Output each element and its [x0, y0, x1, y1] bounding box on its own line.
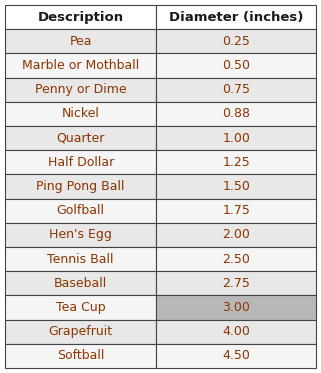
Text: Tea Cup: Tea Cup — [56, 301, 106, 314]
Text: Pea: Pea — [69, 35, 92, 48]
Text: 3.00: 3.00 — [222, 301, 250, 314]
Bar — [5, 29, 156, 53]
Text: 1.75: 1.75 — [222, 204, 250, 217]
Text: Nickel: Nickel — [62, 107, 100, 120]
Bar — [156, 295, 316, 320]
Text: Description: Description — [38, 10, 124, 23]
Bar — [5, 344, 156, 368]
Text: Baseball: Baseball — [54, 277, 107, 290]
Text: 1.25: 1.25 — [222, 156, 250, 169]
Text: 4.50: 4.50 — [222, 350, 250, 363]
Text: 4.00: 4.00 — [222, 325, 250, 338]
Bar — [5, 5, 156, 29]
Bar — [5, 223, 156, 247]
Text: Hen's Egg: Hen's Egg — [49, 228, 112, 241]
Bar — [5, 320, 156, 344]
Bar — [156, 247, 316, 271]
Text: 0.88: 0.88 — [222, 107, 250, 120]
Text: 2.75: 2.75 — [222, 277, 250, 290]
Text: 1.00: 1.00 — [222, 132, 250, 145]
Bar — [156, 223, 316, 247]
Text: Tennis Ball: Tennis Ball — [48, 253, 114, 266]
Bar — [5, 78, 156, 102]
Bar — [156, 198, 316, 223]
Bar — [5, 102, 156, 126]
Text: 0.25: 0.25 — [222, 35, 250, 48]
Text: Softball: Softball — [57, 350, 104, 363]
Text: Quarter: Quarter — [56, 132, 105, 145]
Bar — [156, 150, 316, 175]
Bar — [5, 198, 156, 223]
Bar — [5, 247, 156, 271]
Bar — [156, 344, 316, 368]
Bar — [156, 320, 316, 344]
Text: Golfball: Golfball — [57, 204, 105, 217]
Text: Marble or Mothball: Marble or Mothball — [22, 59, 139, 72]
Text: 1.50: 1.50 — [222, 180, 250, 193]
Text: 2.50: 2.50 — [222, 253, 250, 266]
Bar — [5, 150, 156, 175]
Bar — [156, 102, 316, 126]
Bar — [156, 53, 316, 78]
Bar — [5, 126, 156, 150]
Bar — [5, 271, 156, 295]
Bar — [156, 271, 316, 295]
Bar — [156, 5, 316, 29]
Bar — [156, 78, 316, 102]
Bar — [5, 295, 156, 320]
Bar — [156, 175, 316, 198]
Text: 0.50: 0.50 — [222, 59, 250, 72]
Text: Half Dollar: Half Dollar — [48, 156, 114, 169]
Bar — [156, 126, 316, 150]
Text: Grapefruit: Grapefruit — [49, 325, 113, 338]
Text: Penny or Dime: Penny or Dime — [35, 83, 126, 96]
Bar — [5, 53, 156, 78]
Text: Ping Pong Ball: Ping Pong Ball — [37, 180, 125, 193]
Bar — [156, 29, 316, 53]
Text: 0.75: 0.75 — [222, 83, 250, 96]
Bar — [5, 175, 156, 198]
Text: Diameter (inches): Diameter (inches) — [169, 10, 303, 23]
Text: 2.00: 2.00 — [222, 228, 250, 241]
